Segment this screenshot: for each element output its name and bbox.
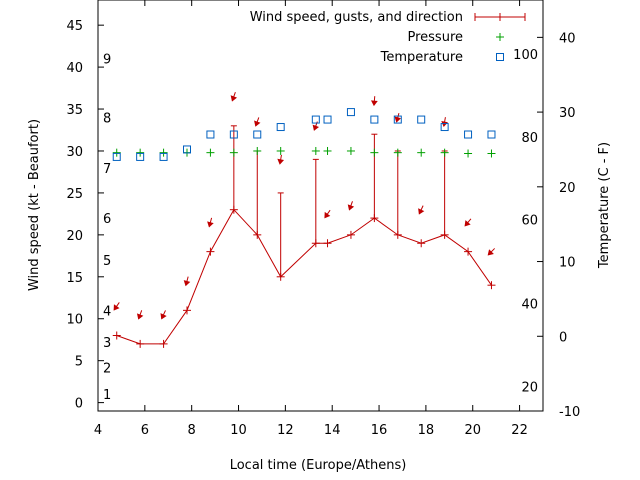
x-tick-label: 8	[188, 423, 196, 438]
legend-temperature-marker	[496, 53, 504, 61]
gust-bars	[230, 125, 448, 277]
wind-direction-arrowhead	[418, 208, 425, 215]
temperature-point	[206, 130, 215, 139]
temperature-point	[229, 130, 238, 139]
y2-tick-label: -10	[559, 405, 580, 420]
beaufort-label: 4	[103, 304, 111, 319]
wind-direction-arrowhead	[207, 221, 214, 228]
x-tick-label: 4	[94, 423, 102, 438]
x-tick-label: 6	[141, 423, 149, 438]
wind-direction-arrowhead	[464, 220, 471, 227]
wind-direction-arrowhead	[394, 116, 402, 123]
beaufort-label: 3	[103, 336, 111, 351]
plot-frame	[97, 0, 544, 412]
temperature-point	[323, 115, 332, 124]
y-tick-label: 5	[75, 355, 83, 370]
legend-label-temperature: Temperature	[380, 50, 463, 65]
y2-tick-label: 0	[559, 330, 567, 345]
beaufort-label: 9	[103, 53, 111, 68]
y-tick-label: 15	[66, 271, 83, 286]
y-tick-label: 0	[75, 397, 83, 412]
y-tick-label: 10	[66, 313, 83, 328]
temperature-point	[253, 130, 262, 139]
wind-direction-arrowhead	[347, 204, 355, 211]
y-tick-label: 30	[66, 145, 83, 160]
y-tick-label: 20	[66, 229, 83, 244]
beaufort-label: 1	[103, 388, 111, 403]
temperature-series	[112, 108, 496, 161]
wind-direction-arrowhead	[370, 100, 378, 107]
fahrenheit-label: 20	[521, 380, 538, 395]
fahrenheit-scale-labels: 20 40 60 80 100	[513, 48, 538, 396]
x-tick-label: 20	[464, 423, 481, 438]
fahrenheit-label: 80	[521, 131, 538, 146]
y-axis-left: 0 5 10 15 20 25 30 35 40 45	[66, 19, 104, 412]
beaufort-label: 2	[103, 361, 111, 376]
wind-direction-arrows	[113, 92, 496, 320]
y2-tick-label: 20	[559, 181, 576, 196]
beaufort-label: 5	[103, 254, 111, 269]
y2-tick-label: 40	[559, 31, 576, 46]
x-tick-label: 18	[418, 423, 435, 438]
x-tick-label: 22	[511, 423, 528, 438]
fahrenheit-label: 40	[521, 297, 538, 312]
beaufort-scale-labels: 1 2 3 4 5 6 7 8 9	[103, 53, 111, 404]
wind-direction-arrowhead	[160, 313, 167, 320]
x-tick-label: 12	[277, 423, 294, 438]
wind-direction-arrowhead	[113, 304, 120, 311]
wind-direction-arrowhead	[487, 249, 494, 256]
y-tick-label: 25	[66, 187, 83, 202]
temperature-point	[276, 123, 285, 132]
wind-direction-arrowhead	[230, 95, 238, 102]
beaufort-label: 8	[103, 111, 111, 126]
pressure-series	[112, 146, 496, 158]
y2-tick-label: 30	[559, 106, 576, 121]
temperature-point	[487, 130, 496, 139]
temperature-point	[464, 130, 473, 139]
y-tick-label: 35	[66, 103, 83, 118]
temperature-point	[440, 123, 449, 132]
temperature-point	[311, 115, 320, 124]
y-axis-title-right: Temperature (C - F)	[597, 142, 612, 269]
x-axis-title: Local time (Europe/Athens)	[230, 458, 407, 473]
legend-label-pressure: Pressure	[407, 30, 463, 45]
temperature-point	[183, 145, 191, 154]
temperature-point	[159, 152, 168, 161]
wind-speed-series	[112, 205, 496, 348]
legend-label-wind: Wind speed, gusts, and direction	[250, 10, 463, 25]
fahrenheit-label: 60	[521, 214, 538, 229]
wind-direction-arrowhead	[324, 211, 331, 219]
wind-speed-line	[116, 208, 492, 345]
x-tick-label: 14	[324, 423, 341, 438]
temperature-point	[136, 152, 145, 161]
x-tick-label: 10	[230, 423, 247, 438]
y-tick-label: 45	[66, 19, 83, 34]
beaufort-label: 6	[103, 212, 111, 227]
wind-direction-arrowhead	[254, 120, 261, 127]
x-axis: 4 6 8 10 12 14 16 18 20 22	[94, 0, 528, 438]
beaufort-label: 7	[103, 162, 111, 177]
y-axis-right: -10 0 10 20 30 40	[537, 31, 580, 420]
temperature-point	[370, 115, 379, 124]
temperature-point	[417, 115, 426, 124]
wind-direction-arrowhead	[136, 313, 144, 320]
temperature-point	[112, 152, 121, 161]
wind-direction-arrowhead	[277, 158, 285, 165]
fahrenheit-label: 100	[513, 48, 538, 63]
wind-direction-arrowhead	[183, 280, 191, 287]
legend: Wind speed, gusts, and direction Pressur…	[250, 10, 526, 65]
x-tick-label: 16	[371, 423, 388, 438]
temperature-point	[346, 108, 355, 117]
legend-pressure-marker	[496, 33, 504, 41]
wind-direction-arrowhead	[312, 124, 320, 131]
y-tick-label: 40	[66, 61, 83, 76]
y-axis-title-left: Wind speed (kt - Beaufort)	[27, 119, 42, 291]
y2-tick-label: 10	[559, 256, 576, 271]
temperature-point	[393, 115, 402, 124]
